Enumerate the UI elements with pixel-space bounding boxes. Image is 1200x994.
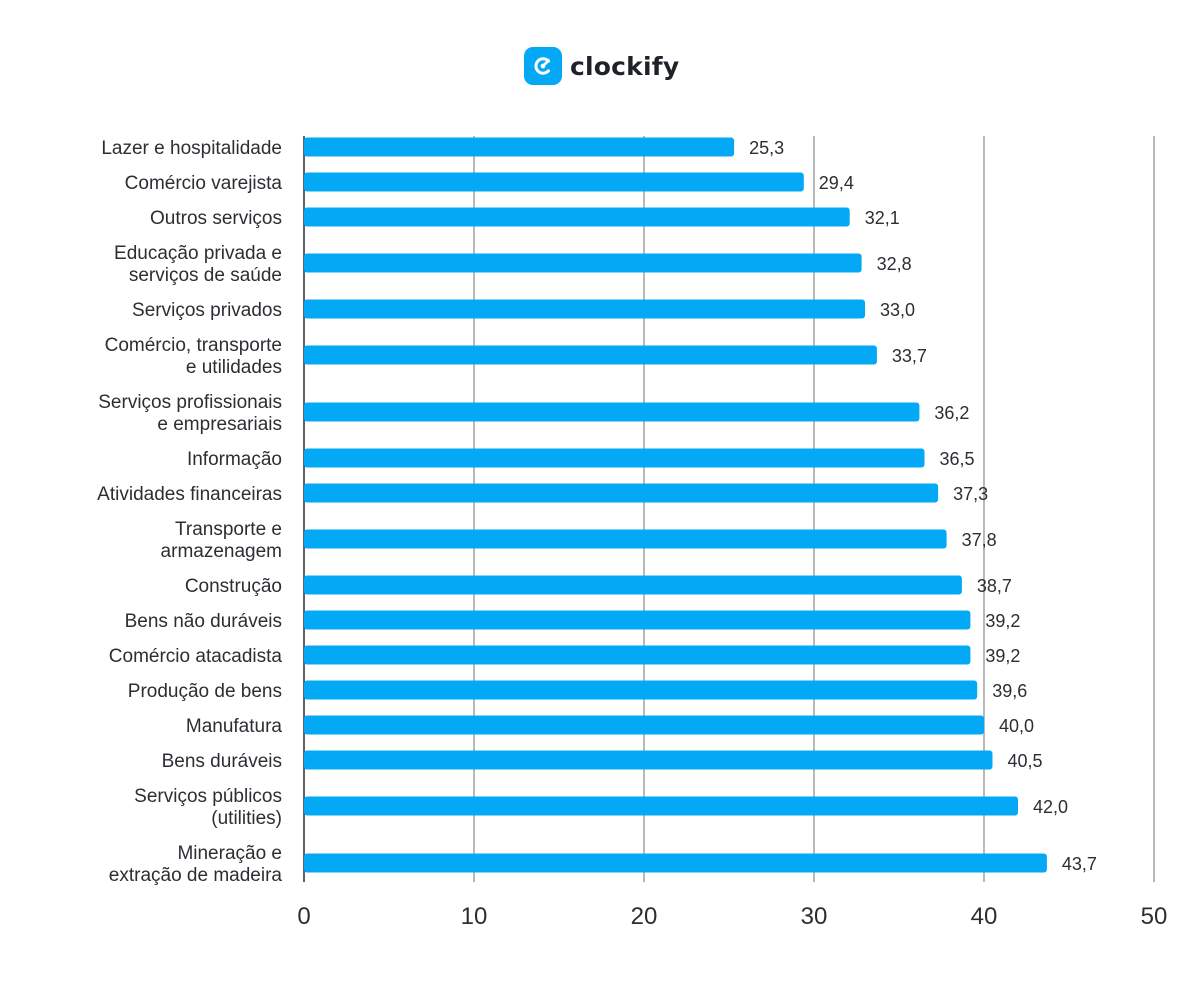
bar: [304, 345, 877, 365]
category-label-line: Outros serviços: [150, 208, 282, 229]
clockify-logo-icon: [524, 47, 562, 85]
category-label: Informação: [187, 449, 282, 470]
category-label: Produção de bens: [128, 681, 282, 702]
value-label: 42,0: [1033, 797, 1068, 817]
category-label-line: Educação privada e: [114, 243, 282, 264]
category-label-line: Mineração e: [177, 843, 282, 864]
category-label-line: e utilidades: [186, 357, 282, 378]
x-tick-label: 30: [801, 903, 828, 930]
category-label: Lazer e hospitalidade: [101, 138, 282, 159]
brand-name: clockify: [570, 51, 680, 81]
bar: [304, 575, 962, 595]
category-labels: Lazer e hospitalidade Comércio varejista O…: [97, 138, 282, 886]
category-label-line: Bens não duráveis: [125, 611, 282, 632]
x-tick-label: 20: [631, 903, 658, 930]
value-label: 37,8: [962, 530, 997, 550]
value-labels: 25,3 29,4 32,1 32,8 33,0 33,7 36,2 36,5 37,3 37,8…: [749, 138, 1097, 874]
bar: [304, 715, 984, 735]
bar: [304, 680, 978, 700]
bar: [304, 137, 735, 157]
category-label: Bens duráveis: [162, 751, 282, 772]
x-tick-label: 40: [971, 903, 998, 930]
value-label: 33,0: [880, 300, 915, 320]
category-label-line: Comércio, transporte: [105, 335, 282, 356]
category-label: Educação privada e serviços de saúde: [114, 243, 282, 286]
value-label: 25,3: [749, 138, 784, 158]
x-tick-label: 10: [461, 903, 488, 930]
category-label-line: Lazer e hospitalidade: [101, 138, 282, 159]
value-label: 39,2: [985, 646, 1020, 666]
bar: [304, 299, 865, 319]
value-label: 39,6: [992, 681, 1027, 701]
value-label: 37,3: [953, 484, 988, 504]
category-label: Comércio atacadista: [109, 646, 283, 667]
x-tick-label: 50: [1141, 903, 1168, 930]
value-label: 40,0: [999, 716, 1034, 736]
value-label: 36,5: [940, 449, 975, 469]
category-label: Construção: [185, 576, 282, 597]
bar: [304, 610, 971, 630]
bar: [304, 483, 939, 503]
category-label: Atividades financeiras: [97, 484, 282, 505]
value-label: 33,7: [892, 346, 927, 366]
bars: [304, 137, 1047, 873]
category-label: Serviços profissionais e empresariais: [98, 392, 282, 435]
bar: [304, 750, 993, 770]
category-label: Serviços privados: [132, 300, 282, 321]
value-label: 36,2: [934, 403, 969, 423]
bar: [304, 207, 850, 227]
bar: [304, 253, 862, 273]
category-label-line: Construção: [185, 576, 282, 597]
x-axis-ticks: 0 10 20 30 40 50: [297, 903, 1167, 930]
bar: [304, 853, 1047, 873]
category-label-line: Bens duráveis: [162, 751, 282, 772]
value-label: 29,4: [819, 173, 854, 193]
category-label-line: serviços de saúde: [129, 265, 282, 286]
category-label: Bens não duráveis: [125, 611, 282, 632]
category-label-line: Manufatura: [186, 716, 283, 737]
value-label: 32,8: [877, 254, 912, 274]
category-label-line: Serviços públicos: [134, 786, 282, 807]
value-label: 38,7: [977, 576, 1012, 596]
bar: [304, 448, 925, 468]
category-label-line: Comércio atacadista: [109, 646, 283, 667]
category-label: Manufatura: [186, 716, 283, 737]
value-label: 43,7: [1062, 854, 1097, 874]
category-label-line: extração de madeira: [109, 865, 283, 886]
category-label-line: Transporte e: [175, 519, 282, 540]
bar: [304, 402, 920, 422]
value-label: 40,5: [1008, 751, 1043, 771]
value-label: 39,2: [985, 611, 1020, 631]
category-label: Transporte e armazenagem: [161, 519, 282, 562]
category-label-line: Atividades financeiras: [97, 484, 282, 505]
bar: [304, 796, 1018, 816]
category-label: Outros serviços: [150, 208, 282, 229]
category-label-line: Produção de bens: [128, 681, 282, 702]
category-label-line: (utilities): [211, 808, 282, 829]
category-label-line: Comércio varejista: [125, 173, 283, 194]
bar: [304, 645, 971, 665]
value-label: 32,1: [865, 208, 900, 228]
bar: [304, 529, 947, 549]
category-label-line: armazenagem: [161, 541, 282, 562]
category-label-line: e empresariais: [157, 414, 282, 435]
category-label-line: Informação: [187, 449, 282, 470]
category-label: Comércio, transporte e utilidades: [105, 335, 282, 378]
category-label-line: Serviços privados: [132, 300, 282, 321]
category-label: Serviços públicos (utilities): [134, 786, 282, 829]
x-tick-label: 0: [297, 903, 310, 930]
category-label-line: Serviços profissionais: [98, 392, 282, 413]
category-label: Mineração e extração de madeira: [109, 843, 283, 886]
bar: [304, 172, 804, 192]
category-label: Comércio varejista: [125, 173, 283, 194]
brand-logo: clockify: [524, 46, 679, 86]
